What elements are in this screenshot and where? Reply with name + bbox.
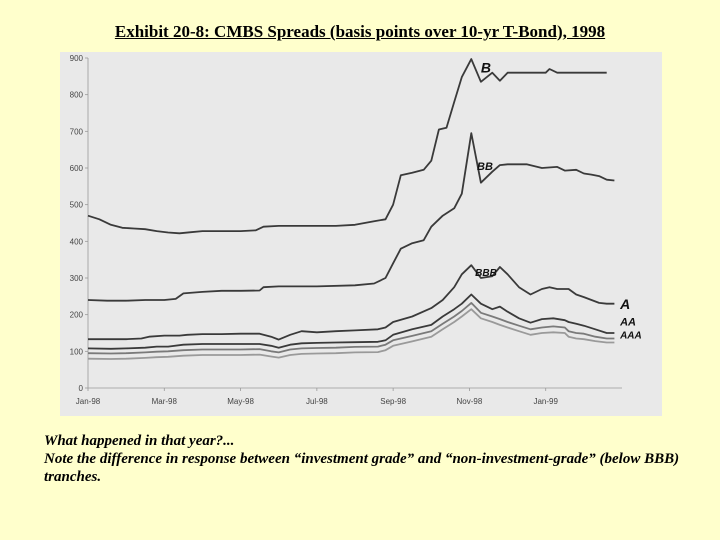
series-line-aaa <box>87 308 615 360</box>
series-label-aa: AA <box>619 317 636 329</box>
y-tick-label: 0 <box>79 384 84 393</box>
x-tick-label: Jan-98 <box>76 397 101 406</box>
y-tick-label: 600 <box>70 164 84 173</box>
y-tick-label: 800 <box>70 91 84 100</box>
y-tick-label: 500 <box>70 201 84 210</box>
y-tick-label: 400 <box>70 237 84 246</box>
y-tick-label: 900 <box>70 54 84 63</box>
caption-note: Note the difference in response between … <box>44 451 680 485</box>
series-line-bbb <box>88 264 615 341</box>
x-tick-label: May-98 <box>227 397 254 406</box>
chart-area: 0 100 200 300 400 500 600 700 800 900 Jan-98 Mar-98… <box>60 52 662 416</box>
series-label-bbb: BBB <box>475 268 497 279</box>
series-line-aa <box>87 302 615 355</box>
y-tick-label: 300 <box>70 274 84 283</box>
x-tick-label: Nov-98 <box>457 397 483 406</box>
y-tick-label: 700 <box>70 127 84 136</box>
series-line-a <box>87 293 615 350</box>
x-tick-label: Jan-99 <box>533 397 558 406</box>
series-label-b: B <box>481 60 491 76</box>
caption: What happened in that year?... Note the … <box>44 432 684 486</box>
x-tick-label: Jul-98 <box>306 397 328 406</box>
caption-question: What happened in that year?... <box>44 433 235 449</box>
y-tick-label: 200 <box>70 311 84 320</box>
chart-title: Exhibit 20-8: CMBS Spreads (basis points… <box>114 22 606 41</box>
x-tick-label: Mar-98 <box>152 397 178 406</box>
series-label-aaa: AAA <box>619 331 642 342</box>
y-tick-label: 100 <box>70 347 84 356</box>
line-chart: 0 100 200 300 400 500 600 700 800 900 Jan-98 Mar-98… <box>70 54 642 406</box>
series-line-b <box>87 58 607 235</box>
x-tick-label: Sep-98 <box>380 397 406 406</box>
series-label-a: A <box>619 296 630 312</box>
series-line-bb <box>87 132 615 302</box>
series-label-bb: BB <box>477 161 493 173</box>
